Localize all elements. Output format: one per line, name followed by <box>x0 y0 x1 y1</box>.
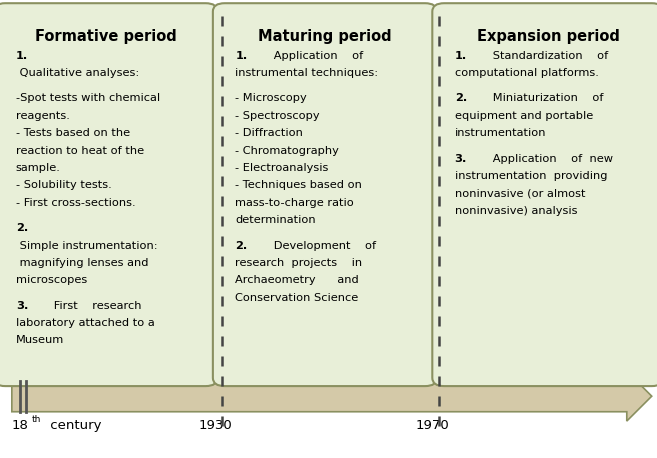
Text: - Techniques based on: - Techniques based on <box>235 180 362 191</box>
Text: instrumentation  providing: instrumentation providing <box>455 171 607 181</box>
Text: reaction to heat of the: reaction to heat of the <box>16 146 144 156</box>
Text: - Solubility tests.: - Solubility tests. <box>16 180 112 191</box>
Text: noninvasive) analysis: noninvasive) analysis <box>455 206 577 216</box>
Text: Miniaturization    of: Miniaturization of <box>471 93 604 104</box>
Text: sample.: sample. <box>16 163 60 173</box>
Text: - Microscopy: - Microscopy <box>235 93 307 104</box>
FancyBboxPatch shape <box>0 3 217 386</box>
Text: 1.: 1. <box>455 51 467 61</box>
Text: 2.: 2. <box>16 223 28 233</box>
Text: 1930: 1930 <box>198 419 233 432</box>
FancyArrow shape <box>12 371 652 421</box>
Text: 18: 18 <box>12 419 29 432</box>
Text: Museum: Museum <box>16 335 64 345</box>
Text: Development    of: Development of <box>252 240 376 251</box>
Text: Standardization    of: Standardization of <box>471 51 608 61</box>
FancyBboxPatch shape <box>213 3 437 386</box>
Text: 3.: 3. <box>455 153 467 164</box>
Text: 1.: 1. <box>235 51 248 61</box>
Text: Formative period: Formative period <box>35 29 176 44</box>
FancyBboxPatch shape <box>432 3 657 386</box>
Text: mass-to-charge ratio: mass-to-charge ratio <box>235 198 354 208</box>
Text: - Diffraction: - Diffraction <box>235 128 303 138</box>
Text: laboratory attached to a: laboratory attached to a <box>16 318 154 328</box>
Text: Application    of  new: Application of new <box>471 153 613 164</box>
Text: Qualitative analyses:: Qualitative analyses: <box>16 68 139 78</box>
Text: Archaeometry      and: Archaeometry and <box>235 275 359 285</box>
Text: Application    of: Application of <box>252 51 363 61</box>
Text: 2.: 2. <box>235 240 248 251</box>
Text: th: th <box>32 415 41 425</box>
Text: -Spot tests with chemical: -Spot tests with chemical <box>16 93 160 104</box>
Text: magnifying lenses and: magnifying lenses and <box>16 258 148 268</box>
Text: Expansion period: Expansion period <box>476 29 620 44</box>
Text: century: century <box>46 419 101 432</box>
Text: 1.: 1. <box>16 51 28 61</box>
Text: Conservation Science: Conservation Science <box>235 293 359 303</box>
Text: 2.: 2. <box>455 93 467 104</box>
Text: research  projects    in: research projects in <box>235 258 362 268</box>
Text: Simple instrumentation:: Simple instrumentation: <box>16 240 158 251</box>
Text: Maturing period: Maturing period <box>258 29 392 44</box>
Text: reagents.: reagents. <box>16 111 70 121</box>
Text: instrumentation: instrumentation <box>455 128 546 138</box>
Text: instrumental techniques:: instrumental techniques: <box>235 68 378 78</box>
Text: First    research: First research <box>32 300 142 311</box>
Text: computational platforms.: computational platforms. <box>455 68 599 78</box>
Text: - First cross-sections.: - First cross-sections. <box>16 198 135 208</box>
Text: noninvasive (or almost: noninvasive (or almost <box>455 188 585 198</box>
Text: - Electroanalysis: - Electroanalysis <box>235 163 328 173</box>
Text: 3.: 3. <box>16 300 28 311</box>
Text: - Chromatography: - Chromatography <box>235 146 339 156</box>
Text: microscopes: microscopes <box>16 275 87 285</box>
Text: - Tests based on the: - Tests based on the <box>16 128 130 138</box>
Text: - Spectroscopy: - Spectroscopy <box>235 111 320 121</box>
Text: 1970: 1970 <box>415 419 449 432</box>
Text: equipment and portable: equipment and portable <box>455 111 593 121</box>
Text: determination: determination <box>235 215 316 225</box>
